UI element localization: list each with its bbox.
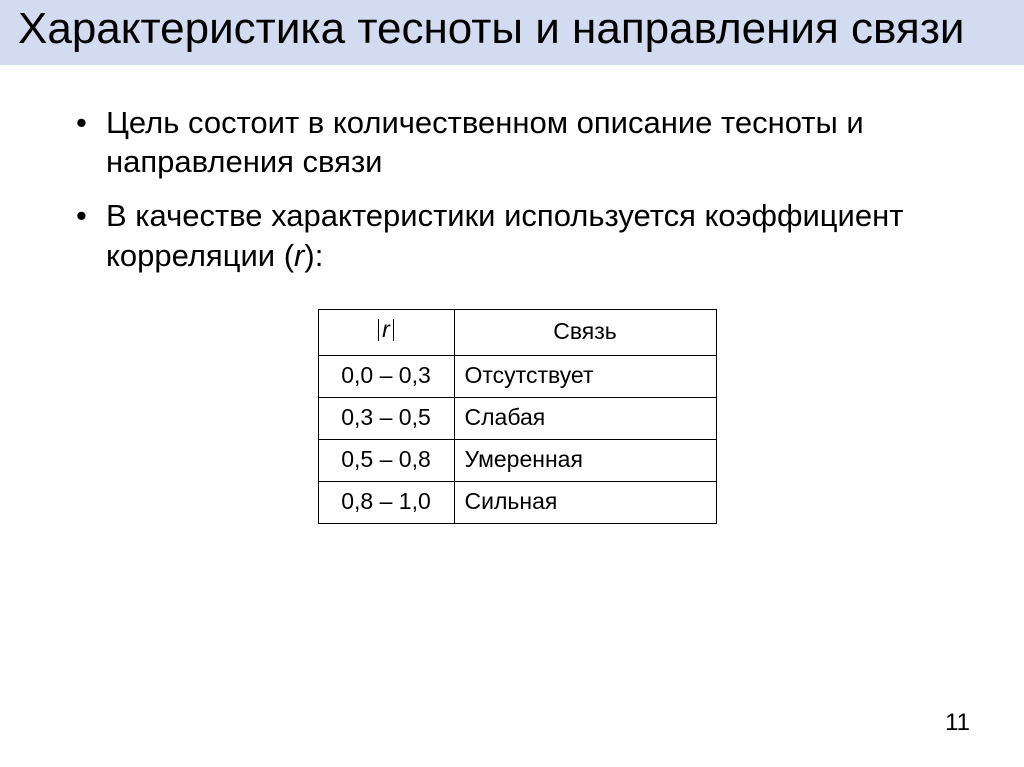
slide: Характеристика тесноты и направления свя… bbox=[0, 0, 1024, 767]
bullet-text: Цель состоит в количественном описание т… bbox=[106, 105, 864, 180]
table-header-r: r bbox=[318, 310, 454, 356]
bullet-text: В качестве характеристики используется к… bbox=[106, 198, 903, 273]
cell-range: 0,3 – 0,5 bbox=[318, 397, 454, 439]
cell-label: Сильная bbox=[454, 481, 716, 523]
title-band: Характеристика тесноты и направления свя… bbox=[0, 0, 1024, 65]
abs-bar-icon bbox=[393, 319, 394, 341]
table-row: 0,0 – 0,3 Отсутствует bbox=[318, 355, 716, 397]
cell-range: 0,8 – 1,0 bbox=[318, 481, 454, 523]
bullet-list: Цель состоит в количественном описание т… bbox=[70, 103, 964, 276]
body-area: Цель состоит в количественном описание т… bbox=[0, 65, 1024, 524]
table-header-row: r Связь bbox=[318, 310, 716, 356]
table-header-relation: Связь bbox=[454, 310, 716, 356]
table-row: 0,8 – 1,0 Сильная bbox=[318, 481, 716, 523]
r-symbol: r bbox=[294, 238, 304, 273]
cell-range: 0,0 – 0,3 bbox=[318, 355, 454, 397]
bullet-tail: ): bbox=[304, 238, 323, 273]
bullet-item: В качестве характеристики используется к… bbox=[70, 196, 964, 275]
page-number: 11 bbox=[945, 709, 970, 737]
cell-label: Отсутствует bbox=[454, 355, 716, 397]
table-wrapper: r Связь 0,0 – 0,3 Отсутствует 0,3 – 0,5 bbox=[70, 309, 964, 524]
abs-r-symbol: r bbox=[377, 314, 395, 345]
r-header: r bbox=[382, 314, 390, 345]
table-row: 0,3 – 0,5 Слабая bbox=[318, 397, 716, 439]
table-row: 0,5 – 0,8 Умеренная bbox=[318, 439, 716, 481]
cell-label: Слабая bbox=[454, 397, 716, 439]
cell-label: Умеренная bbox=[454, 439, 716, 481]
bullet-item: Цель состоит в количественном описание т… bbox=[70, 103, 964, 182]
slide-title: Характеристика тесноты и направления свя… bbox=[18, 4, 1006, 55]
cell-range: 0,5 – 0,8 bbox=[318, 439, 454, 481]
correlation-table: r Связь 0,0 – 0,3 Отсутствует 0,3 – 0,5 bbox=[318, 309, 717, 524]
abs-bar-icon bbox=[378, 319, 379, 341]
